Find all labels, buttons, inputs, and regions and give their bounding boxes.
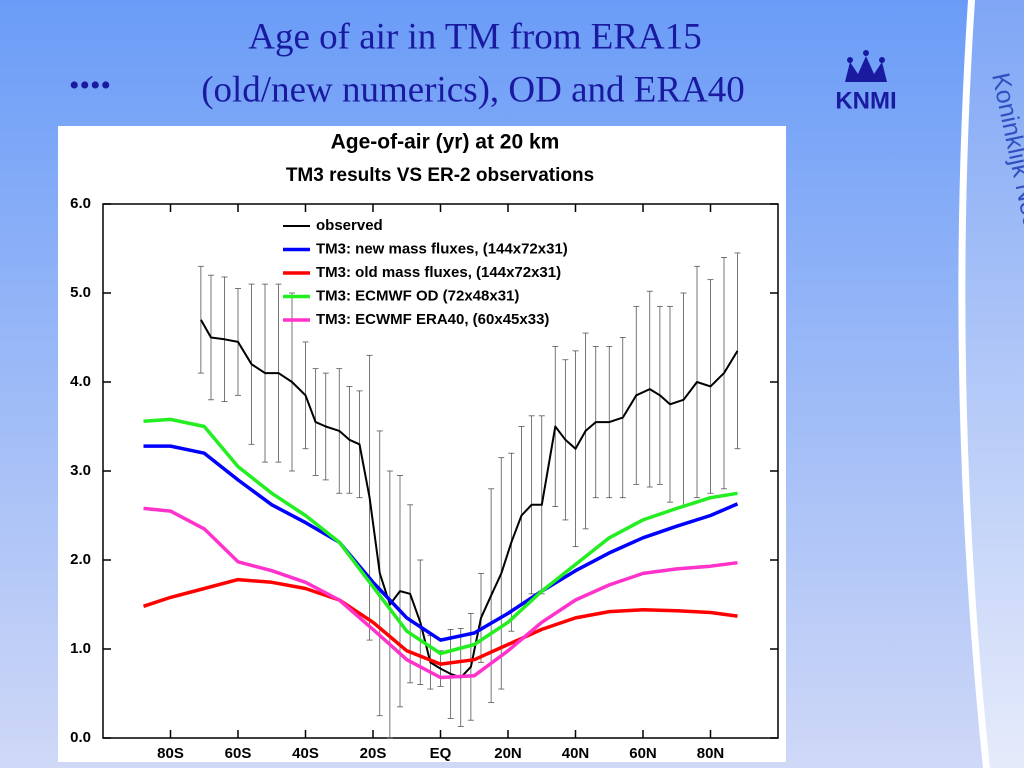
x-tick-label: 80N <box>697 745 725 762</box>
x-tick-label: 60N <box>629 745 657 762</box>
series-line <box>142 577 738 666</box>
chart-title: Age-of-air (yr) at 20 km <box>331 131 560 154</box>
x-tick-label: 20S <box>360 745 387 762</box>
side-stripe <box>958 0 990 768</box>
series-line <box>143 506 738 680</box>
x-tick-label: 20N <box>494 745 522 762</box>
y-tick-label: 4.0 <box>70 373 91 390</box>
chart-subtitle: TM3 results VS ER-2 observations <box>286 165 594 186</box>
legend-label: TM3: ECWMF ERA40, (60x45x33) <box>316 311 549 328</box>
legend-label: observed <box>316 217 383 234</box>
x-tick-label: 40N <box>562 745 590 762</box>
x-tick-label: 40S <box>292 745 319 762</box>
x-tick-label: 80S <box>157 745 184 762</box>
y-tick-label: 0.0 <box>70 729 91 746</box>
y-tick-label: 6.0 <box>70 195 91 212</box>
series-line <box>200 319 739 679</box>
logo-text: KNMI <box>835 87 896 114</box>
x-tick-label: 60S <box>225 745 252 762</box>
x-tick-label: EQ <box>430 745 452 762</box>
y-tick-label: 2.0 <box>70 551 91 568</box>
slide-title: Age of air in TM from ERA15 <box>248 16 702 57</box>
logo-crown <box>845 50 887 82</box>
y-tick-label: 5.0 <box>70 284 91 301</box>
series-line <box>143 444 739 642</box>
series-line <box>143 417 738 656</box>
side-band <box>965 0 1024 768</box>
bullet: •••• <box>69 69 111 102</box>
legend-label: TM3: new mass fluxes, (144x72x31) <box>316 240 568 257</box>
y-tick-label: 3.0 <box>70 462 91 479</box>
legend-label: TM3: ECMWF OD (72x48x31) <box>316 287 519 304</box>
legend-label: TM3: old mass fluxes, (144x72x31) <box>316 264 561 281</box>
y-tick-label: 1.0 <box>70 640 91 657</box>
slide-title: (old/new numerics), OD and ERA40 <box>201 69 745 110</box>
